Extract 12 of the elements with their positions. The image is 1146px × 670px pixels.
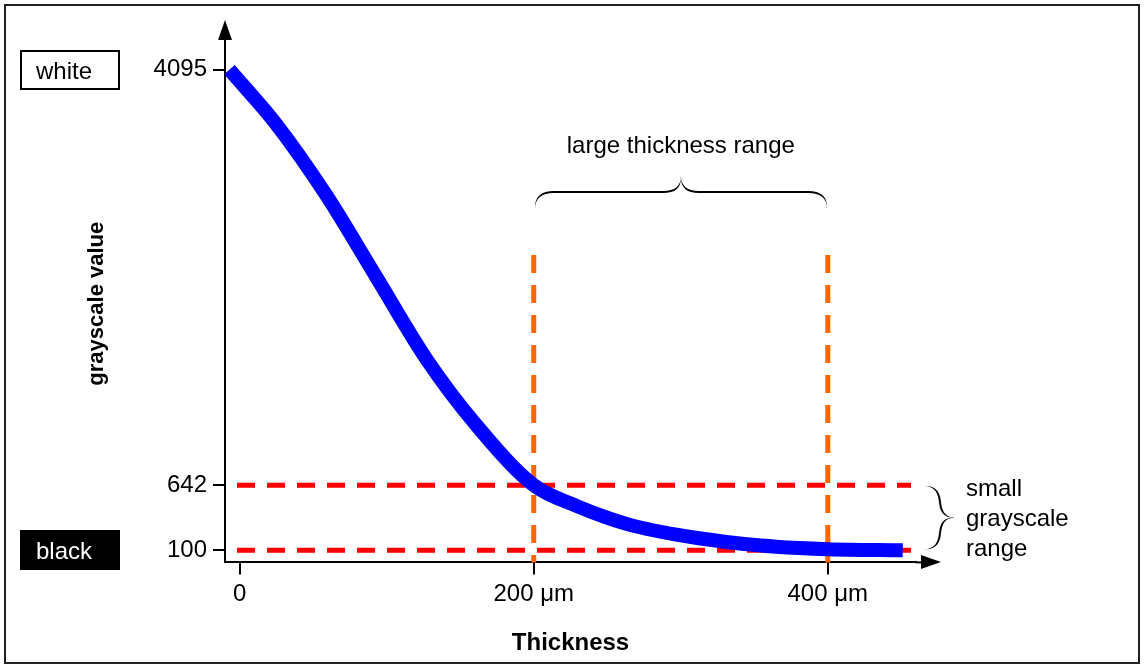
y-tick-label: 100 — [166, 534, 207, 562]
x-axis-title: Thickness — [511, 628, 630, 656]
text: white — [20, 49, 120, 90]
text: small grayscale range — [966, 472, 1070, 563]
y-axis-title: grayscale value — [83, 221, 109, 386]
x-tick-label: 0 — [233, 579, 247, 607]
y-tick-label: 642 — [166, 469, 207, 497]
annotation: large thickness range — [566, 130, 795, 160]
text: black — [20, 530, 120, 571]
y-tick-label: 4095 — [153, 54, 207, 82]
x-tick-label: 200 μm — [493, 579, 575, 607]
x-tick-label: 400 μm — [787, 579, 869, 607]
